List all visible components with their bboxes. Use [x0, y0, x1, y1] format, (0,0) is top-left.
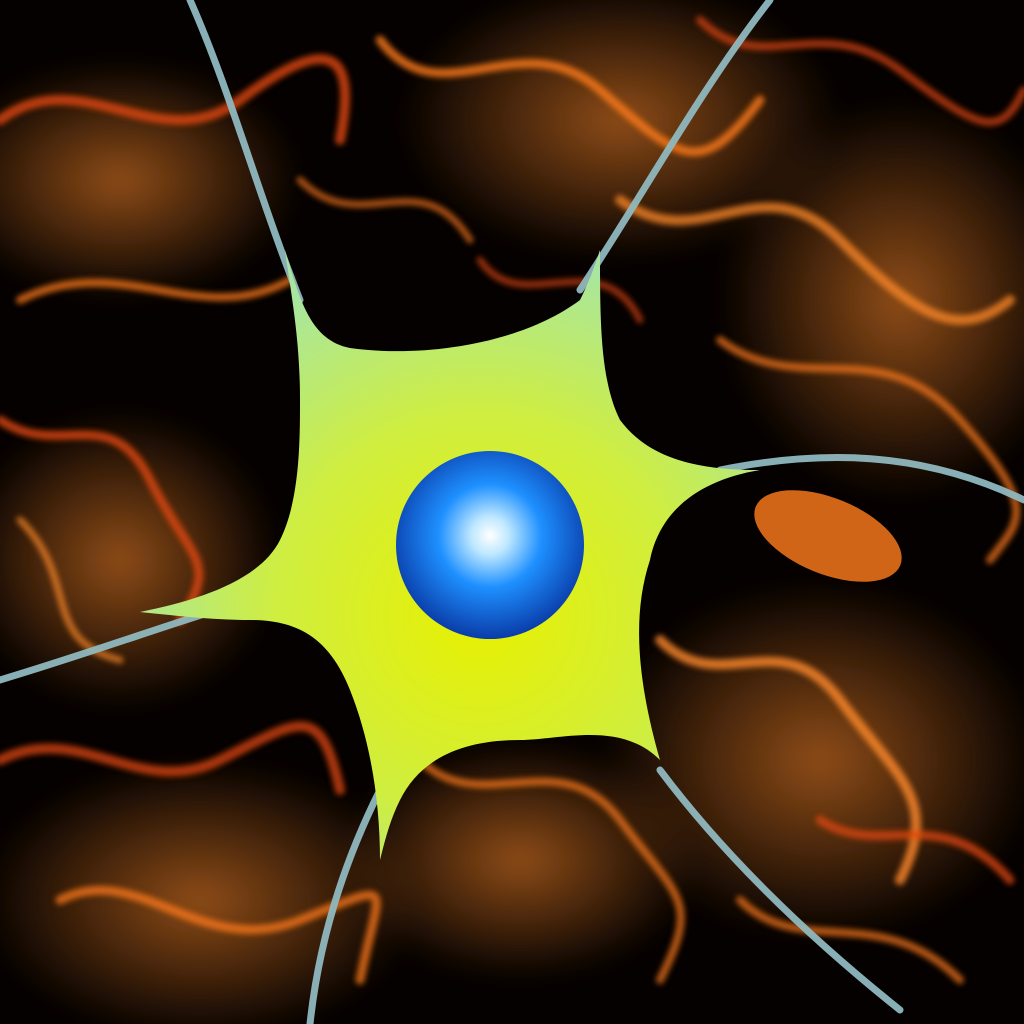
dendrite-bottom-right — [656, 766, 904, 1014]
nucleus-icon — [396, 451, 584, 639]
dendrite-top-left — [186, 0, 304, 304]
dendrite-bottom-left — [306, 786, 384, 1024]
dendrite-right — [716, 454, 1024, 504]
dendrite-top-right — [576, 0, 774, 294]
flame-lobe — [754, 490, 902, 582]
flame-wisps — [0, 16, 1024, 985]
